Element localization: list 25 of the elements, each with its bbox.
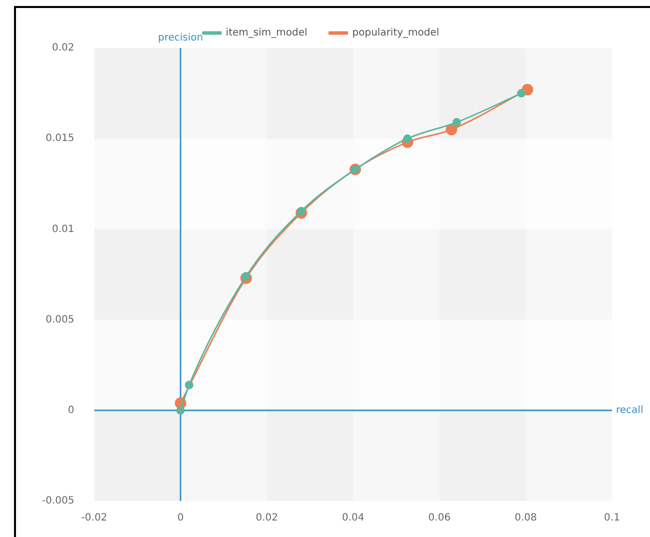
x-axis-title: recall	[616, 404, 644, 416]
y-tick-label: 0.01	[52, 224, 74, 235]
y-tick-label: 0.02	[52, 42, 74, 54]
point	[446, 124, 458, 136]
x-tick-label: 0.06	[428, 512, 451, 524]
y-tick-label: 0.015	[46, 133, 74, 144]
point	[403, 134, 412, 143]
x-tick-label: 0	[177, 512, 184, 524]
point	[452, 118, 461, 127]
x-tick-label: -0.02	[81, 512, 108, 524]
y-tick-label: 0.005	[46, 314, 74, 326]
y-tick-label: 0	[68, 404, 74, 416]
x-tick-label: 0.04	[342, 512, 364, 524]
x-tick-label: 0.08	[514, 512, 537, 524]
point	[184, 380, 194, 390]
x-tick-label: 0.1	[604, 512, 620, 524]
point	[242, 272, 250, 281]
y-tick-label: -0.005	[42, 496, 74, 507]
point	[297, 206, 306, 216]
point	[176, 406, 185, 415]
point	[517, 89, 526, 98]
y-axis-title: precision	[158, 32, 204, 44]
legend-label: popularity_model	[352, 28, 440, 39]
x-tick-label: 0.02	[256, 512, 278, 524]
legend-label: item_sim_model	[226, 28, 308, 39]
